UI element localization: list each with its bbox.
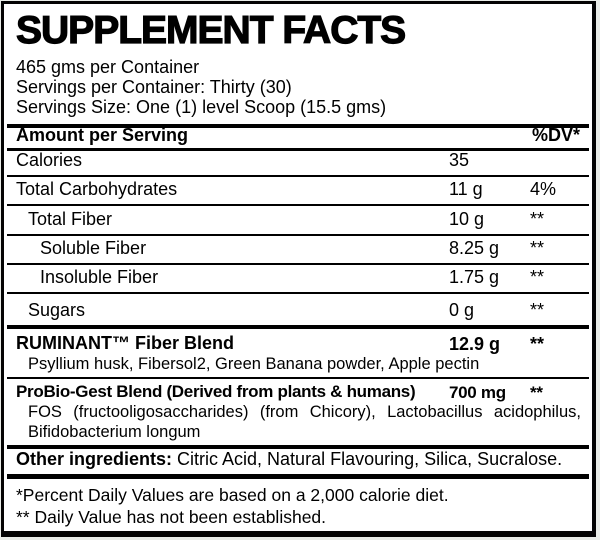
footnotes: *Percent Daily Values are based on a 2,0…	[7, 479, 589, 528]
amount-per-serving-header: Amount per Serving	[16, 125, 189, 145]
blend-ingredients: Psyllium husk, Fibersol2, Green Banana p…	[28, 355, 480, 373]
blend-amount: 700 mg	[449, 383, 506, 402]
nutrient-name: Insoluble Fiber	[40, 267, 159, 287]
panel-header: SUPPLEMENT FACTS 465 gms per Container S…	[7, 9, 589, 128]
nutrient-amount: 10 g	[449, 209, 485, 229]
table-row-total-carbohydrates: Total Carbohydrates 11 g 4%	[7, 177, 589, 206]
nutrient-dv: 4%	[530, 179, 557, 199]
table-row-probio-gest-blend: ProBio-Gest Blend (Derived from plants &…	[7, 379, 589, 449]
nutrient-name: Soluble Fiber	[40, 238, 147, 258]
table-row-ruminant-fiber-blend: RUMINANT™ Fiber Blend 12.9 g ** Psyllium…	[7, 329, 589, 379]
nutrient-amount: 35	[449, 150, 470, 170]
blend-name-line: ProBio-Gest Blend (Derived from plants &…	[16, 381, 589, 402]
nutrient-amount: 0 g	[449, 300, 475, 320]
table-row-calories: Calories 35	[7, 150, 589, 177]
blend-amount: 12.9 g	[449, 334, 501, 354]
footnote-percent-dv: *Percent Daily Values are based on a 2,0…	[16, 485, 449, 505]
serving-size: Servings Size: One (1) level Scoop (15.5…	[16, 97, 387, 117]
other-ingredients-row: Other ingredients: Citric Acid, Natural …	[7, 449, 589, 479]
blend-name: ProBio-Gest Blend (Derived from plants &…	[16, 382, 416, 401]
nutrient-name: Total Fiber	[28, 209, 113, 229]
table-row-soluble-fiber: Soluble Fiber 8.25 g **	[7, 236, 589, 265]
table-row-sugars: Sugars 0 g **	[7, 294, 589, 329]
blend-dv: **	[530, 334, 545, 354]
nutrient-name: Calories	[16, 150, 83, 170]
blend-ingredients: FOS (fructooligosaccharides) (from Chico…	[28, 403, 581, 441]
nutrient-amount: 8.25 g	[449, 238, 500, 258]
other-ingredients-label: Other ingredients:	[16, 449, 173, 469]
blend-dv: **	[530, 383, 543, 402]
nutrient-name: Total Carbohydrates	[16, 179, 178, 199]
table-row-insoluble-fiber: Insoluble Fiber 1.75 g **	[7, 265, 589, 294]
nutrient-dv: **	[530, 209, 545, 229]
blend-name: RUMINANT™ Fiber Blend	[16, 333, 234, 353]
nutrient-amount: 11 g	[449, 179, 483, 199]
nutrient-dv: **	[530, 300, 545, 320]
table-header-row: Amount per Serving %DV*	[7, 125, 589, 151]
panel-title: SUPPLEMENT FACTS	[15, 9, 406, 52]
table-row-total-fiber: Total Fiber 10 g **	[7, 206, 589, 236]
nutrient-name: Sugars	[28, 300, 86, 320]
blend-name-line: RUMINANT™ Fiber Blend 12.9 g **	[16, 332, 589, 354]
container-weight: 465 gms per Container	[16, 57, 200, 77]
nutrient-dv: **	[530, 267, 545, 287]
footnote-dv-not-established: ** Daily Value has not been established.	[16, 507, 327, 527]
nutrient-dv: **	[530, 238, 545, 258]
other-ingredients-text: Citric Acid, Natural Flavouring, Silica,…	[172, 449, 563, 469]
servings-per-container: Servings per Container: Thirty (30)	[16, 77, 292, 97]
dv-header: %DV*	[532, 125, 581, 145]
nutrient-amount: 1.75 g	[449, 267, 500, 287]
